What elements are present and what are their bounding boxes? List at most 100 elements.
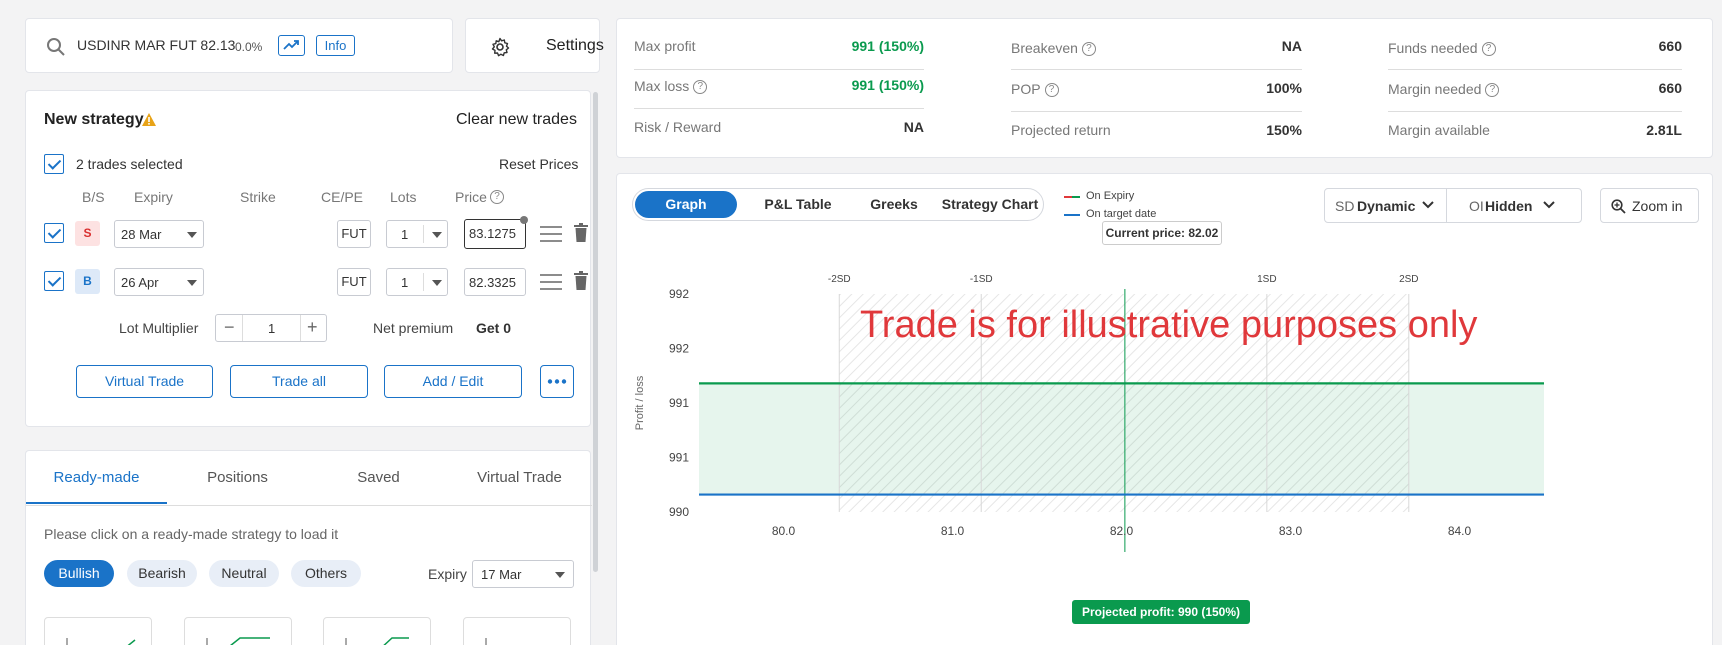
menu-lines-icon[interactable] [539,225,563,243]
minus-icon[interactable]: − [224,317,235,337]
margin-needed-label: Margin needed? [1388,81,1500,98]
menu-lines-icon[interactable] [539,273,563,291]
side-badge-sell[interactable]: S [75,221,100,246]
x-tick-label: 83.0 [1279,524,1303,538]
lots-select[interactable]: 1 [386,268,448,296]
trash-icon[interactable] [574,271,588,290]
warning-icon [142,113,156,126]
expiry-select[interactable]: 28 Mar [114,220,204,248]
help-icon: ? [1485,83,1500,98]
sd-label: -1SD [970,274,993,285]
breakeven-value: NA [1281,38,1302,54]
select-all-checkbox[interactable] [44,154,64,174]
margin-available-value: 2.81L [1646,122,1682,138]
x-tick-label: 82.0 [1110,524,1134,538]
trade-all-button[interactable]: Trade all [230,365,368,398]
y-tick-label: 992 [669,287,689,301]
more-options-button[interactable] [540,365,574,398]
profit-area [699,383,1544,495]
tab-readymade[interactable]: Ready-made [26,451,167,504]
strategy-title: New strategy [44,111,144,128]
strategy-thumb[interactable] [44,617,152,645]
y-tick-label: 991 [669,396,689,410]
x-tick-label: 84.0 [1448,524,1472,538]
strategy-thumb[interactable] [323,617,431,645]
legend-target-swatch [1064,214,1080,216]
lot-multiplier-stepper[interactable]: − 1 + [215,314,327,342]
left-scrollbar[interactable] [593,92,598,572]
sd-oi-group: SD Dynamic OI Hidden [1324,188,1582,223]
selected-text: 2 trades selected [76,156,183,172]
tab-virtual-trade[interactable]: Virtual Trade [477,469,562,486]
y-tick-label: 992 [669,342,689,356]
tab-greeks[interactable]: Greeks [870,196,918,212]
gear-icon [491,37,510,57]
margin-needed-value: 660 [1658,80,1682,96]
tabs-divider [26,505,592,506]
tab-strategy-chart[interactable]: Strategy Chart [941,196,1039,212]
price-input[interactable]: 83.1275 [464,219,526,249]
tab-positions[interactable]: Positions [207,469,268,486]
settings-button[interactable]: Settings [465,18,604,73]
pop-value: 100% [1266,80,1302,96]
help-icon: ? [490,190,504,204]
breakeven-label: Breakeven? [1011,40,1096,57]
x-tick-label: 81.0 [941,524,965,538]
pop-label: POP? [1011,81,1059,98]
search-bar[interactable]: USDINR MAR FUT 82.13 0.0% Info [25,18,453,73]
type-field[interactable]: FUT [337,220,371,248]
projected-profit-badge: Projected profit: 990 (150%) ? [1072,600,1250,644]
reset-prices-button[interactable]: Reset Prices [499,156,579,172]
payoff-thumb-icon [485,638,487,645]
plus-icon[interactable]: + [307,317,318,337]
sd-label: -2SD [828,274,851,285]
tab-saved[interactable]: Saved [357,469,400,486]
chart-icon-button[interactable] [278,35,305,56]
y-tick-label: 991 [669,451,689,465]
info-button[interactable]: Info [316,35,355,56]
risk-reward-value: NA [903,119,924,135]
trade-checkbox[interactable] [44,271,64,291]
readymade-expiry-select[interactable]: 17 Mar [472,560,574,588]
current-price-label: Current price: 82.02 [1102,221,1222,245]
side-badge-buy[interactable]: B [75,269,100,294]
payoff-chart[interactable]: -2SD -1SD 1SD 2SD 992 992 991 991 990 80.0 81.0 82.… [617,234,1712,645]
lot-multiplier-label: Lot Multiplier [119,320,199,336]
sd-hatch-band [839,294,1409,512]
filter-bearish[interactable]: Bearish [127,560,197,587]
filter-neutral[interactable]: Neutral [209,560,279,587]
projected-return-label: Projected return [1011,122,1111,138]
lots-select[interactable]: 1 [386,220,448,248]
strategy-thumb[interactable] [463,617,571,645]
trade-checkbox[interactable] [44,223,64,243]
stats-panel: Max profit 991 (150%) Max loss? 991 (150… [616,18,1713,158]
clear-trades-button[interactable]: Clear new trades [456,111,577,128]
margin-available-label: Margin available [1388,122,1490,138]
tab-pl-table[interactable]: P&L Table [764,196,832,212]
net-premium-label: Net premium [373,320,454,336]
filter-bullish[interactable]: Bullish [44,560,114,587]
zoom-in-button[interactable]: Zoom in [1600,188,1699,223]
symbol-text: USDINR MAR FUT 82.13 [77,37,236,53]
sd-select[interactable]: SD Dynamic [1325,189,1445,222]
tab-graph[interactable]: Graph [635,191,737,218]
net-premium-value: Get 0 [476,320,512,336]
trend-icon [283,40,299,50]
oi-select[interactable]: OI Hidden [1447,189,1583,222]
help-icon: ? [693,80,708,95]
illustrative-watermark: Trade is for illustrative purposes only [860,304,1478,346]
expiry-select[interactable]: 26 Apr [114,268,204,296]
filter-others[interactable]: Others [291,560,361,587]
add-edit-button[interactable]: Add / Edit [384,365,522,398]
virtual-trade-button[interactable]: Virtual Trade [76,365,213,398]
search-icon [47,38,65,56]
type-field[interactable]: FUT [337,268,371,296]
strategy-thumb[interactable] [184,617,292,645]
more-dots-icon [547,379,567,384]
trash-icon[interactable] [574,223,588,242]
expiry-label: Expiry [428,566,467,582]
price-input[interactable]: 82.3325 [464,268,526,296]
graph-tab-group: Graph P&L Table Greeks Strategy Chart [632,188,1044,221]
projected-return-value: 150% [1266,122,1302,138]
header-strike: Strike [240,189,276,205]
